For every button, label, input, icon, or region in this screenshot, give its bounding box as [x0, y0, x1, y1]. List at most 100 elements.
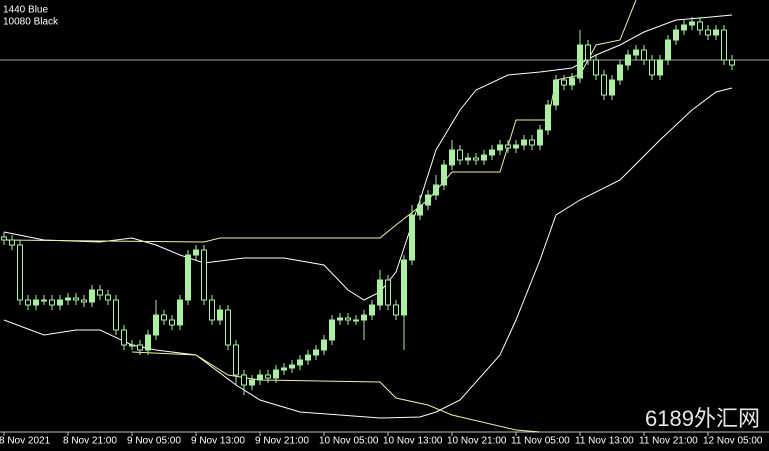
- candle-body: [33, 299, 39, 306]
- candle-body: [241, 374, 247, 386]
- candle-body: [1, 236, 7, 241]
- indicator-line: [3, 0, 637, 243]
- candle-body: [377, 279, 383, 306]
- candle-body: [233, 344, 239, 376]
- candle-body: [553, 79, 559, 106]
- candle-body: [705, 29, 711, 36]
- candle-body: [169, 319, 175, 326]
- candle-body: [729, 59, 735, 66]
- candle-body: [681, 24, 687, 31]
- candle-body: [97, 289, 103, 296]
- candle-body: [465, 157, 471, 161]
- indicator-line: [3, 87, 733, 419]
- x-tick-label: 12 Nov 05:00: [703, 436, 763, 447]
- candle-body: [369, 304, 375, 316]
- x-tick-label: 9 Nov 21:00: [255, 436, 309, 447]
- candle-body: [297, 359, 303, 366]
- candle-body: [673, 29, 679, 41]
- candle-body: [497, 144, 503, 151]
- candle-body: [433, 184, 439, 196]
- candle-body: [265, 374, 271, 379]
- candle-body: [281, 367, 287, 371]
- candle-body: [521, 139, 527, 146]
- candle-body: [353, 319, 359, 322]
- candle-body: [441, 164, 447, 186]
- candle-body: [545, 104, 551, 131]
- candle-body: [361, 314, 367, 321]
- candle-body: [41, 299, 47, 302]
- candle-body: [505, 144, 511, 149]
- x-tick-label: 9 Nov 13:00: [191, 436, 245, 447]
- candle-body: [81, 299, 87, 303]
- indicator-label: 1440 Blue: [3, 5, 48, 16]
- candle-body: [89, 289, 95, 303]
- candle-body: [577, 44, 583, 79]
- candle-body: [689, 21, 695, 26]
- candle-body: [713, 29, 719, 36]
- candle-body: [665, 39, 671, 61]
- candle-body: [321, 339, 327, 351]
- candle-body: [329, 319, 335, 341]
- candle-body: [425, 194, 431, 206]
- candle-body: [409, 214, 415, 261]
- candle-body: [57, 299, 63, 306]
- candle-body: [529, 139, 535, 146]
- candle-body: [201, 249, 207, 301]
- candle-body: [113, 299, 119, 331]
- candle-body: [625, 54, 631, 66]
- watermark: 6189外汇网: [645, 406, 760, 431]
- candle-body: [25, 299, 31, 306]
- x-tick-label: 10 Nov 21:00: [447, 436, 507, 447]
- candle-body: [17, 244, 23, 301]
- candle-body: [601, 74, 607, 96]
- candle-body: [137, 344, 143, 351]
- candle-body: [617, 64, 623, 81]
- candle-body: [561, 79, 567, 86]
- x-tick-label: 10 Nov 05:00: [319, 436, 379, 447]
- indicator-line: [131, 351, 541, 433]
- candle-body: [697, 21, 703, 31]
- candle-body: [345, 317, 351, 321]
- x-tick-label: 8 Nov 21:00: [63, 436, 117, 447]
- candle-body: [633, 49, 639, 56]
- candle-body: [417, 204, 423, 216]
- candle-body: [217, 309, 223, 321]
- candle-body: [569, 77, 575, 86]
- candle-body: [513, 144, 519, 149]
- candle-body: [161, 314, 167, 321]
- indicator-label: 10080 Black: [3, 17, 59, 28]
- x-tick-label: 11 Nov 05:00: [511, 436, 570, 447]
- candle-body: [457, 149, 463, 161]
- candle-body: [609, 79, 615, 96]
- candle-body: [225, 309, 231, 346]
- candle-body: [313, 349, 319, 356]
- candle-body: [185, 254, 191, 301]
- candle-body: [657, 59, 663, 76]
- x-tick-label: 9 Nov 05:00: [127, 436, 181, 447]
- candle-body: [153, 314, 159, 336]
- x-tick-label: 11 Nov 13:00: [575, 436, 634, 447]
- candle-body: [193, 249, 199, 256]
- x-tick-label: 10 Nov 13:00: [383, 436, 443, 447]
- candle-body: [537, 129, 543, 146]
- candle-body: [585, 44, 591, 61]
- indicator-line: [3, 14, 733, 301]
- candle-body: [129, 344, 135, 347]
- candle-body: [289, 364, 295, 369]
- candle-body: [593, 59, 599, 76]
- x-tick-label: 8 Nov 2021: [0, 436, 51, 447]
- candle-body: [337, 317, 343, 321]
- candle-body: [249, 379, 255, 386]
- candle-body: [641, 49, 647, 61]
- candle-body: [145, 334, 151, 351]
- candle-body: [489, 149, 495, 156]
- candle-body: [209, 299, 215, 321]
- x-tick-label: 11 Nov 21:00: [639, 436, 698, 447]
- candle-body: [473, 157, 479, 161]
- candle-body: [449, 149, 455, 166]
- candle-body: [65, 297, 71, 301]
- candle-body: [121, 329, 127, 346]
- candle-body: [49, 299, 55, 306]
- candle-body: [273, 369, 279, 379]
